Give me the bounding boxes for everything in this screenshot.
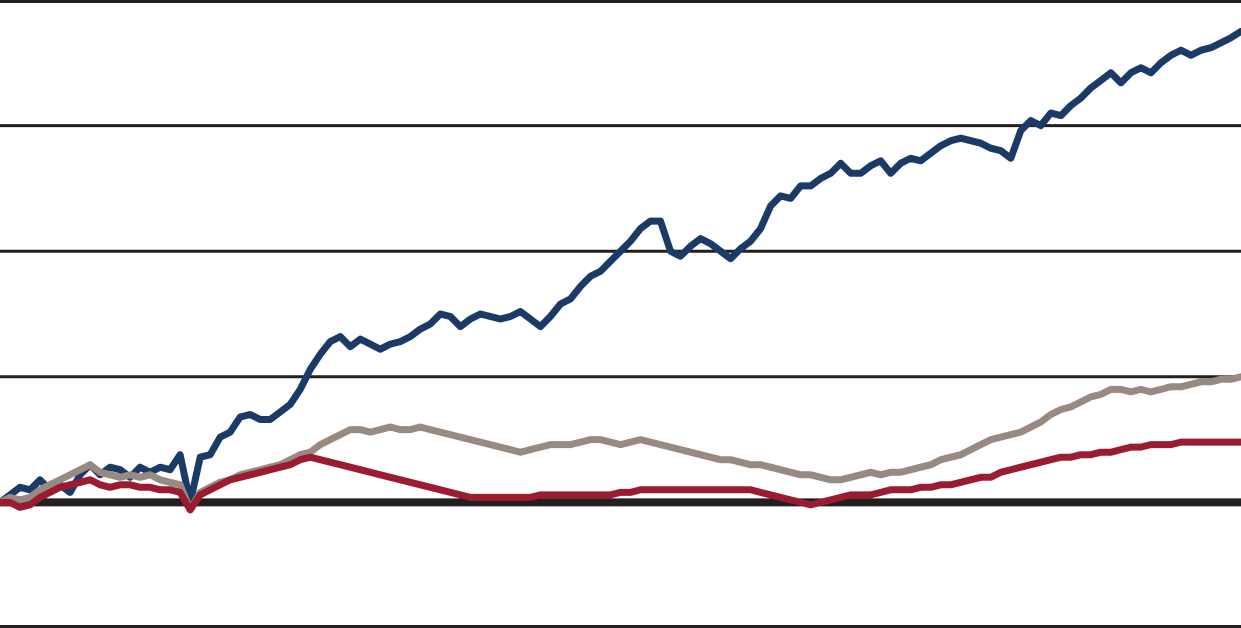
series-lines xyxy=(0,27,1241,514)
series-line-1 xyxy=(0,27,1241,506)
series-line-3 xyxy=(0,438,1241,514)
